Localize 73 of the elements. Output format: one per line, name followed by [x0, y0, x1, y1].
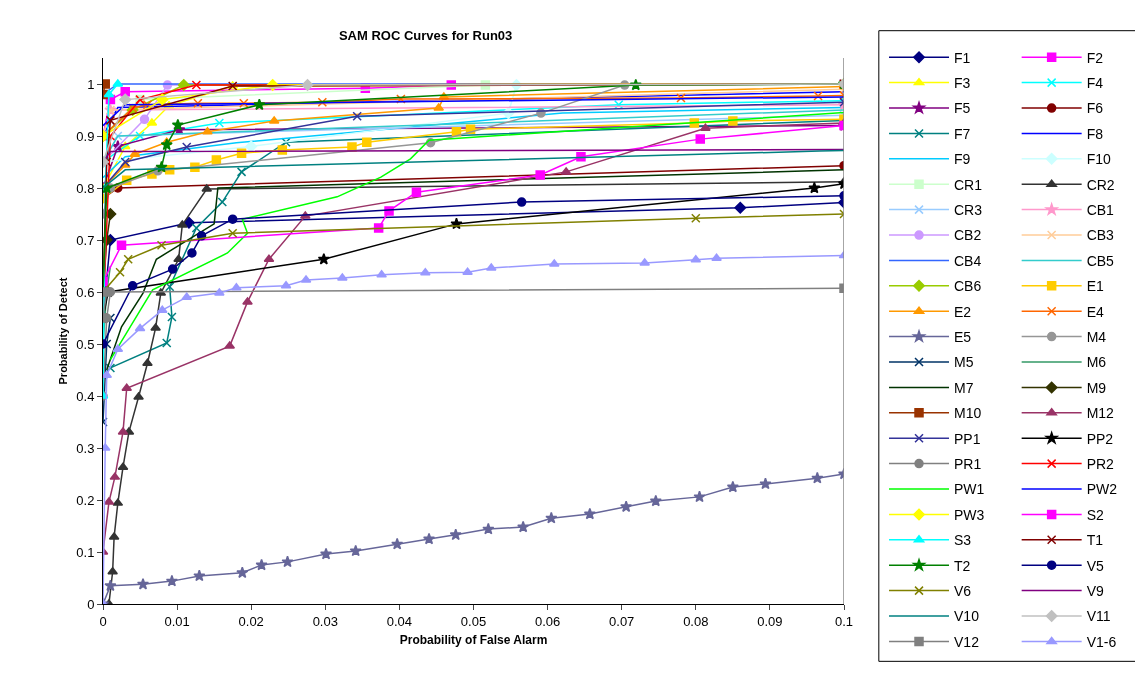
legend-label: T2	[954, 557, 971, 574]
legend-label: V6	[954, 583, 972, 600]
legend-label: PR2	[1086, 456, 1115, 473]
legend-label: M12	[1086, 405, 1115, 422]
x-axis-title: Probability of False Alarm	[399, 633, 548, 648]
legend-label: F5	[954, 100, 971, 117]
y-tick-label: 0.9	[76, 128, 95, 144]
legend-label: V1-6	[1086, 633, 1117, 650]
y-tick-label: 0.4	[76, 388, 95, 404]
x-tick-label: 0.04	[386, 613, 413, 629]
legend-label: E1	[1086, 278, 1104, 295]
x-tick-label: 0.05	[460, 613, 487, 629]
legend-label: F10	[1086, 151, 1111, 168]
legend-label: F9	[954, 151, 971, 168]
legend-label: V10	[954, 608, 980, 625]
y-axis-title: Probability of Detect	[56, 277, 69, 385]
legend-label: PP2	[1086, 430, 1114, 447]
legend-label: CB2	[954, 227, 982, 244]
chart-title: SAM ROC Curves for Run03	[338, 27, 513, 43]
legend-label: T1	[1086, 532, 1104, 549]
x-tick-label: 0.09	[757, 613, 783, 629]
legend-label: S3	[954, 532, 972, 549]
legend-label: V9	[1086, 583, 1104, 600]
legend-label: CR2	[1086, 176, 1115, 193]
y-tick-label: 0.2	[76, 492, 95, 508]
legend-label: S2	[1086, 506, 1104, 523]
x-tick-label: 0	[99, 613, 107, 629]
x-tick-label: 0.03	[312, 613, 338, 629]
x-tick-label: 0.02	[238, 613, 264, 629]
legend-label: M6	[1086, 354, 1107, 371]
x-tick-label: 0.06	[534, 613, 561, 629]
y-tick-label: 0.8	[76, 180, 95, 196]
legend-label: CB3	[1086, 227, 1115, 244]
legend-label: M5	[954, 354, 974, 371]
x-tick-label: 0.01	[164, 613, 190, 629]
legend-label: PW3	[954, 506, 985, 523]
legend-label: PW1	[954, 481, 985, 498]
legend-label: PP1	[954, 430, 981, 447]
legend-label: F1	[954, 49, 971, 66]
legend-label: F7	[954, 125, 971, 142]
legend-label: F3	[954, 75, 971, 92]
legend-label: PR1	[954, 456, 982, 473]
legend-label: V11	[1086, 608, 1111, 625]
legend-label: E4	[1086, 303, 1104, 320]
legend-label: F4	[1086, 75, 1104, 92]
legend-label: CR1	[954, 176, 983, 193]
legend-label: CB4	[954, 252, 982, 269]
legend-label: CB1	[1086, 202, 1115, 219]
y-tick-label: 0.7	[76, 232, 95, 248]
legend-label: CR3	[954, 202, 983, 219]
legend-label: M7	[954, 379, 974, 396]
legend-label: V12	[954, 633, 980, 650]
legend-label: V5	[1086, 557, 1104, 574]
y-tick-label: 0.1	[76, 544, 95, 560]
legend-label: PW2	[1086, 481, 1118, 498]
y-tick-label: 1	[87, 76, 95, 92]
x-tick-label: 0.1	[834, 613, 854, 629]
legend-label: M10	[954, 405, 982, 422]
legend-label: E2	[954, 303, 972, 320]
legend-label: CB6	[954, 278, 982, 295]
x-tick-label: 0.08	[683, 613, 709, 629]
x-tick-label: 0.07	[609, 613, 635, 629]
legend-label: F2	[1086, 49, 1104, 66]
legend-label: CB5	[1086, 252, 1115, 269]
legend-label: E5	[954, 329, 972, 346]
legend-label: M4	[1086, 329, 1107, 346]
legend-label: F8	[1086, 125, 1104, 142]
y-tick-label: 0.6	[76, 284, 95, 300]
legend-label: M9	[1086, 379, 1107, 396]
legend-label: F6	[1086, 100, 1104, 117]
y-tick-label: 0	[87, 596, 95, 612]
y-tick-label: 0.3	[76, 440, 95, 456]
y-tick-label: 0.5	[76, 336, 95, 352]
